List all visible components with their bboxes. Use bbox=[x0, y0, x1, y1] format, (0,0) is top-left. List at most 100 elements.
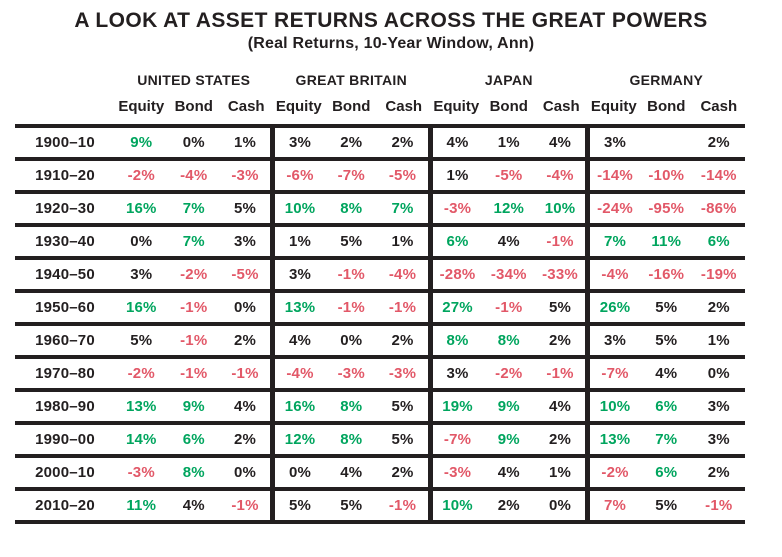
return-cell-germany-cash: 1% bbox=[692, 322, 746, 357]
country-header-germany: GERMANY bbox=[629, 72, 704, 88]
return-cell-great-britain-cash: -4% bbox=[377, 256, 431, 291]
return-cell-great-britain-cash: 2% bbox=[377, 322, 431, 357]
return-cell-germany-cash: 2% bbox=[692, 454, 746, 489]
return-cell-united-states-bond: 7% bbox=[167, 223, 220, 258]
asset-header-row: Equity Bond Cash Equity Bond Cash Equity Bond Ca… bbox=[15, 92, 745, 126]
return-cell-germany-cash: -1% bbox=[692, 487, 746, 524]
return-cell-united-states-bond: 8% bbox=[167, 454, 220, 489]
return-cell-japan-bond: 4% bbox=[482, 223, 536, 258]
return-cell-japan-bond: 12% bbox=[482, 190, 536, 225]
return-cell-germany-bond: 5% bbox=[640, 289, 693, 324]
return-cell-great-britain-cash: 5% bbox=[377, 388, 431, 423]
return-cell-great-britain-cash: 5% bbox=[377, 421, 431, 456]
return-cell-germany-equity: -24% bbox=[585, 190, 641, 225]
return-cell-germany-equity: -4% bbox=[585, 256, 641, 291]
return-cell-united-states-equity: -2% bbox=[115, 157, 168, 192]
return-cell-japan-equity: -3% bbox=[427, 454, 483, 489]
decade-label: 1950–60 bbox=[15, 289, 115, 324]
return-cell-japan-equity: 8% bbox=[427, 322, 483, 357]
decade-label: 2000–10 bbox=[15, 454, 115, 489]
return-cell-germany-cash: -14% bbox=[692, 157, 746, 192]
return-cell-germany-equity: 7% bbox=[585, 487, 641, 524]
return-cell-germany-cash: -86% bbox=[692, 190, 746, 225]
return-cell-great-britain-equity: 16% bbox=[270, 388, 325, 423]
table-row: 1960–70 5% -1% 2% 4% 0% 2% 8% 8% 2% 3% 5% 1% bbox=[15, 322, 746, 357]
return-cell-germany-cash: 2% bbox=[692, 289, 746, 324]
return-cell-japan-equity: 4% bbox=[427, 124, 483, 159]
return-cell-great-britain-equity: -4% bbox=[270, 355, 325, 390]
return-cell-germany-equity: 26% bbox=[585, 289, 641, 324]
return-cell-japan-cash: 5% bbox=[535, 289, 588, 324]
return-cell-united-states-cash: 4% bbox=[220, 388, 273, 423]
return-cell-japan-cash: 1% bbox=[535, 454, 588, 489]
decade-header-spacer bbox=[15, 60, 115, 92]
table-row: 1990–00 14% 6% 2% 12% 8% 5% -7% 9% 2% 13% 7% 3% bbox=[15, 421, 746, 456]
return-cell-united-states-cash: 0% bbox=[220, 289, 273, 324]
return-cell-germany-cash: 3% bbox=[692, 421, 746, 456]
return-cell-japan-bond: 9% bbox=[482, 388, 536, 423]
return-cell-great-britain-equity: 13% bbox=[270, 289, 325, 324]
return-cell-japan-equity: 19% bbox=[427, 388, 483, 423]
return-cell-great-britain-cash: 2% bbox=[377, 454, 431, 489]
return-cell-germany-equity: 13% bbox=[585, 421, 641, 456]
return-cell-united-states-cash: -3% bbox=[220, 157, 273, 192]
return-cell-japan-equity: 1% bbox=[427, 157, 483, 192]
return-cell-japan-equity: -28% bbox=[427, 256, 483, 291]
return-cell-germany-bond: 11% bbox=[640, 223, 693, 258]
return-cell-united-states-bond: 9% bbox=[167, 388, 220, 423]
return-cell-great-britain-cash: 1% bbox=[377, 223, 431, 258]
decade-label: 1900–10 bbox=[15, 124, 115, 159]
page-subtitle: (Real Returns, 10-Year Window, Ann) bbox=[247, 35, 535, 52]
country-header-row: UNITED STATES GREAT BRITAIN JAPAN GERMANY bbox=[15, 60, 745, 92]
return-cell-germany-bond: 5% bbox=[640, 322, 693, 357]
return-cell-germany-equity: 10% bbox=[585, 388, 641, 423]
table-row: 1970–80 -2% -1% -1% -4% -3% -3% 3% -2% -1% -7% 4% 0% bbox=[15, 355, 746, 390]
return-cell-great-britain-bond: 8% bbox=[325, 421, 378, 456]
return-cell-great-britain-cash: 2% bbox=[377, 124, 431, 159]
asset-header-cash: Cash bbox=[227, 98, 265, 115]
table-row: 1940–50 3% -2% -5% 3% -1% -4% -28% -34% -33% -4% -1… bbox=[15, 256, 746, 291]
table-row: 1950–60 16% -1% 0% 13% -1% -1% 27% -1% 5% 26% 5% 2% bbox=[15, 289, 746, 324]
return-cell-great-britain-cash: -3% bbox=[377, 355, 431, 390]
return-cell-united-states-equity: 3% bbox=[115, 256, 168, 291]
return-cell-japan-cash: 10% bbox=[535, 190, 588, 225]
return-cell-great-britain-equity: 0% bbox=[270, 454, 325, 489]
decade-label: 1920–30 bbox=[15, 190, 115, 225]
decade-label: 1990–00 bbox=[15, 421, 115, 456]
return-cell-united-states-cash: 2% bbox=[220, 322, 273, 357]
return-cell-germany-cash: 0% bbox=[692, 355, 746, 390]
country-header-great-britain: GREAT BRITAIN bbox=[295, 72, 407, 88]
return-cell-japan-cash: -33% bbox=[535, 256, 588, 291]
return-cell-japan-equity: 27% bbox=[427, 289, 483, 324]
page-title: A LOOK AT ASSET RETURNS ACROSS THE GREAT… bbox=[74, 9, 708, 32]
return-cell-japan-cash: 4% bbox=[535, 124, 588, 159]
decade-label: 1940–50 bbox=[15, 256, 115, 291]
return-cell-united-states-bond: 4% bbox=[167, 487, 220, 524]
asset-header-bond: Bond bbox=[647, 98, 686, 115]
decade-label: 1910–20 bbox=[15, 157, 115, 192]
table-row: 2010–20 11% 4% -1% 5% 5% -1% 10% 2% 0% 7% 5% -1% bbox=[15, 487, 746, 524]
return-cell-japan-cash: -4% bbox=[535, 157, 588, 192]
return-cell-germany-equity: -2% bbox=[585, 454, 641, 489]
return-cell-united-states-equity: 0% bbox=[115, 223, 168, 258]
asset-header-cash: Cash bbox=[542, 98, 580, 115]
return-cell-united-states-bond: 0% bbox=[167, 124, 220, 159]
return-cell-united-states-bond: -4% bbox=[167, 157, 220, 192]
return-cell-united-states-bond: -1% bbox=[167, 355, 220, 390]
return-cell-germany-bond bbox=[640, 124, 693, 159]
return-cell-united-states-equity: 14% bbox=[115, 421, 168, 456]
return-cell-japan-equity: 10% bbox=[427, 487, 483, 524]
return-cell-great-britain-bond: 4% bbox=[325, 454, 378, 489]
return-cell-united-states-cash: 5% bbox=[220, 190, 273, 225]
return-cell-united-states-equity: 16% bbox=[115, 190, 168, 225]
return-cell-great-britain-bond: -1% bbox=[325, 256, 378, 291]
return-cell-japan-cash: 0% bbox=[535, 487, 588, 524]
return-cell-germany-equity: 3% bbox=[585, 124, 641, 159]
return-cell-germany-bond: 6% bbox=[640, 388, 693, 423]
asset-header-cash: Cash bbox=[385, 98, 423, 115]
return-cell-united-states-cash: 0% bbox=[220, 454, 273, 489]
return-cell-germany-equity: 7% bbox=[585, 223, 641, 258]
asset-header-equity: Equity bbox=[433, 98, 480, 115]
return-cell-germany-bond: -95% bbox=[640, 190, 693, 225]
